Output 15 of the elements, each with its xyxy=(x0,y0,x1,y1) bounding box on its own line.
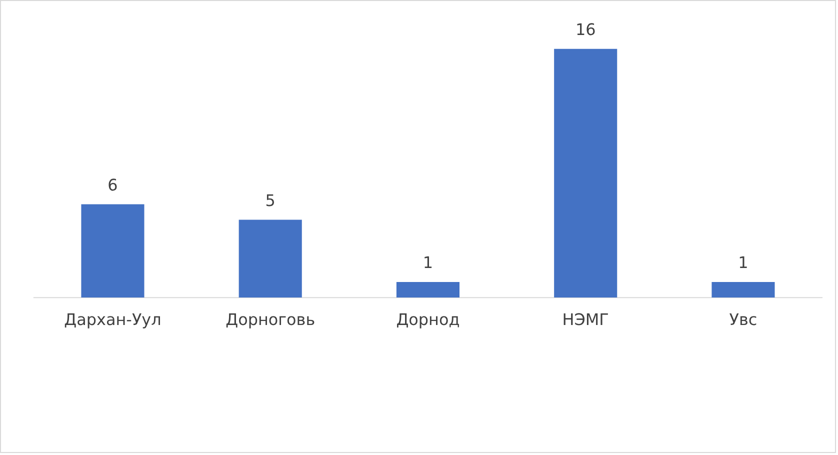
bar xyxy=(81,204,144,298)
bar xyxy=(554,48,618,298)
x-tick-label: Дорнод xyxy=(396,310,460,330)
data-label: 1 xyxy=(422,253,434,272)
bar xyxy=(712,282,775,298)
data-label: 1 xyxy=(738,253,748,272)
x-tick-label: Дорноговь xyxy=(226,310,316,330)
data-label: 6 xyxy=(108,175,118,194)
x-tick-label: Дархан-Уул xyxy=(64,310,162,330)
bar xyxy=(396,282,460,298)
data-label: 16 xyxy=(575,20,596,39)
data-label: 5 xyxy=(265,191,276,210)
bar xyxy=(238,220,302,298)
x-tick-label: НЭМГ xyxy=(562,310,609,330)
x-tick-label: Увс xyxy=(729,310,758,330)
